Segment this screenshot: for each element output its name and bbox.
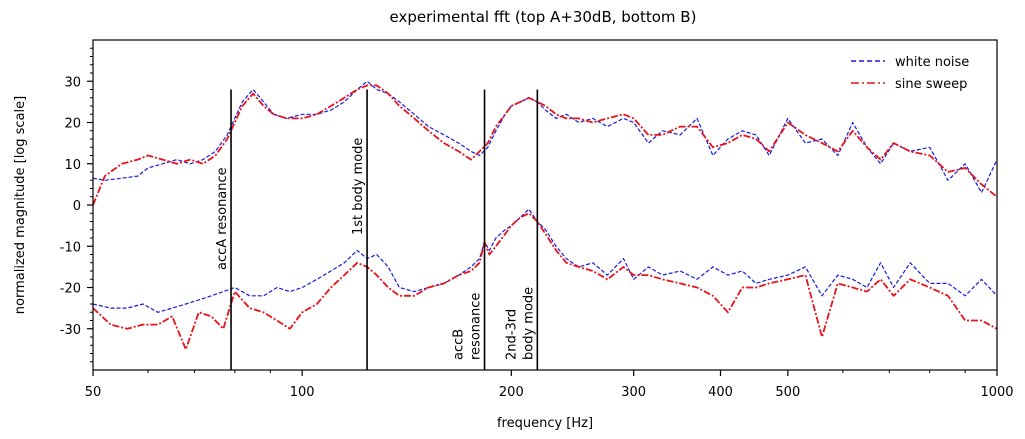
series-layer [92, 80, 998, 351]
y-tick-label: 20 [64, 117, 81, 132]
y-tick-label: 30 [64, 75, 81, 90]
y-tick-label: 10 [64, 158, 81, 173]
annotation-layer: accA resonance 1st body mode accB resonance… [215, 89, 539, 370]
y-tick-label: 0 [73, 199, 81, 214]
y-tick-label: -10 [60, 240, 81, 255]
annotation-label: body mode [521, 287, 536, 360]
legend: white noise sine sweep [851, 55, 969, 92]
x-tick-label: 100 [290, 385, 315, 400]
x-tick-label: 500 [775, 385, 800, 400]
legend-label-sine-sweep: sine sweep [895, 77, 967, 92]
series-line-white-noise-top [92, 80, 998, 194]
series-line-sine-sweep-top [92, 84, 998, 206]
series-line-white-noise-bottom [92, 208, 998, 313]
x-tick-label: 400 [708, 385, 733, 400]
x-tick-label: 200 [499, 385, 524, 400]
series-line-sine-sweep-bottom [92, 212, 998, 351]
x-tick-label: 50 [85, 385, 102, 400]
y-tick-label: -20 [60, 282, 81, 297]
annotation-label: accA resonance [215, 167, 230, 270]
y-axis-label: normalized magnitude [log scale] [13, 96, 28, 314]
x-tick-label: 300 [621, 385, 646, 400]
annotation-label: resonance [469, 293, 484, 360]
x-axis-label: frequency [Hz] [497, 416, 593, 431]
x-tick-label: 1000 [980, 385, 1013, 400]
legend-label-white-noise: white noise [895, 55, 969, 70]
annotation-label: 2nd-3rd [504, 309, 519, 360]
y-tick-label: -30 [60, 323, 81, 338]
chart-title: experimental fft (top A+30dB, bottom B) [390, 8, 697, 26]
annotation-label: accB [452, 329, 467, 360]
annotation-label: 1st body mode [351, 138, 366, 235]
